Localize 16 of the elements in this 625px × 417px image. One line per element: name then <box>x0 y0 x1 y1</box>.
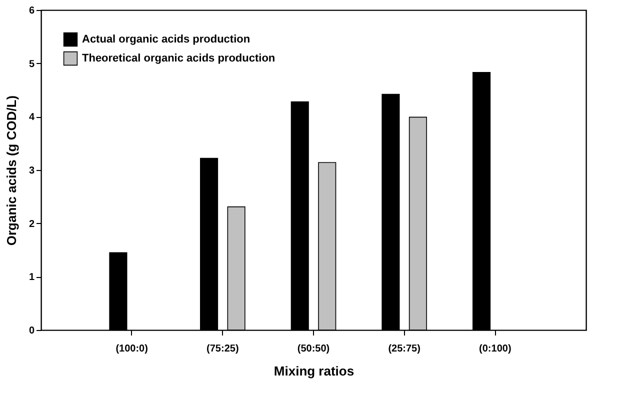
y-tick-label: 6 <box>28 6 35 16</box>
y-tick-label: 4 <box>28 112 35 124</box>
x-tick-label: (25:75) <box>388 344 420 354</box>
y-tick-label: 5 <box>28 58 35 70</box>
x-tick-label: (100:0) <box>116 344 148 354</box>
x-axis-title: Mixing ratios <box>274 364 354 378</box>
x-tick-label: (0:100) <box>479 344 512 354</box>
y-tick-label: 3 <box>28 166 35 176</box>
y-axis-title: Organic acids (g COD/L) <box>4 95 19 246</box>
legend-label: Theoretical organic acids production <box>82 52 276 64</box>
y-tick-label: 2 <box>28 218 35 230</box>
legend-label: Actual organic acids production <box>82 34 250 46</box>
x-tick-label: (75:25) <box>206 344 239 354</box>
y-tick-label: 1 <box>28 272 35 284</box>
y-tick-label: 0 <box>28 326 35 336</box>
x-tick-label: (50:50) <box>297 344 330 354</box>
